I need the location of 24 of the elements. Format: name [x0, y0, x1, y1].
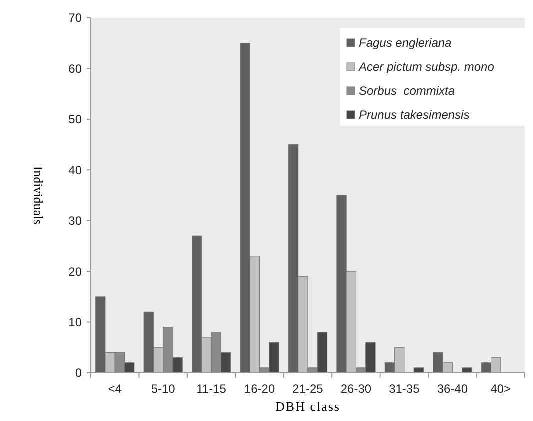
x-tick-label: 31-35 — [389, 382, 420, 396]
x-tick-label: 16-20 — [244, 382, 276, 396]
legend-label: Acer pictum subsp. mono — [358, 60, 495, 74]
y-tick-label: 60 — [68, 62, 82, 76]
y-tick-label: 10 — [68, 315, 82, 330]
bar — [462, 368, 472, 374]
y-tick-label: 70 — [68, 11, 82, 26]
x-axis-title: DBH class — [276, 399, 340, 414]
x-tick-label: 11-15 — [196, 382, 227, 396]
legend-label: Prunus takesimensis — [359, 108, 470, 122]
x-tick-label: 21-25 — [292, 382, 324, 396]
y-axis-title: Individuals — [31, 166, 46, 225]
x-tick-label: 26-30 — [340, 382, 372, 396]
x-tick-label: 40> — [490, 382, 512, 396]
x-tick-label: 36-40 — [437, 382, 468, 396]
y-tick-label: 40 — [68, 163, 82, 178]
legend-label: Sorbus commixta — [359, 84, 456, 98]
y-tick-label: 20 — [68, 264, 82, 279]
y-tick-label: 0 — [75, 366, 82, 380]
x-tick-label: 5-10 — [151, 382, 176, 396]
y-tick-label: 30 — [68, 214, 82, 228]
legend-label: Fagus engleriana — [359, 36, 452, 50]
x-tick-label: <4 — [108, 382, 122, 396]
y-tick-label: 50 — [68, 112, 82, 127]
